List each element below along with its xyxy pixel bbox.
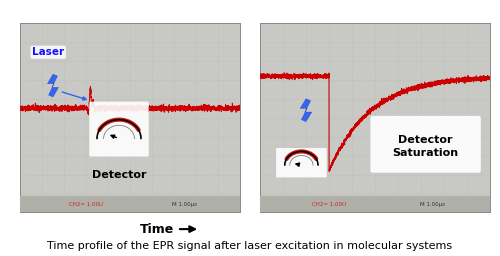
Polygon shape [300, 99, 312, 122]
FancyBboxPatch shape [276, 148, 326, 177]
Text: Detector: Detector [92, 169, 146, 180]
Text: CH2= 1.00U: CH2= 1.00U [312, 202, 346, 207]
Text: M 1.00μs: M 1.00μs [172, 202, 198, 207]
Text: Time: Time [140, 223, 195, 236]
Text: Laser: Laser [32, 47, 64, 57]
FancyBboxPatch shape [370, 116, 481, 173]
Polygon shape [48, 74, 58, 97]
Bar [260, 196, 490, 212]
Text: CH2= 1.00U: CH2= 1.00U [69, 202, 103, 207]
Text: Time profile of the EPR signal after laser excitation in molecular systems: Time profile of the EPR signal after las… [48, 241, 452, 251]
Text: Detector
Saturation: Detector Saturation [392, 135, 458, 158]
Text: M 1.00μs: M 1.00μs [420, 202, 445, 207]
Bar [20, 196, 240, 212]
FancyBboxPatch shape [90, 102, 148, 157]
